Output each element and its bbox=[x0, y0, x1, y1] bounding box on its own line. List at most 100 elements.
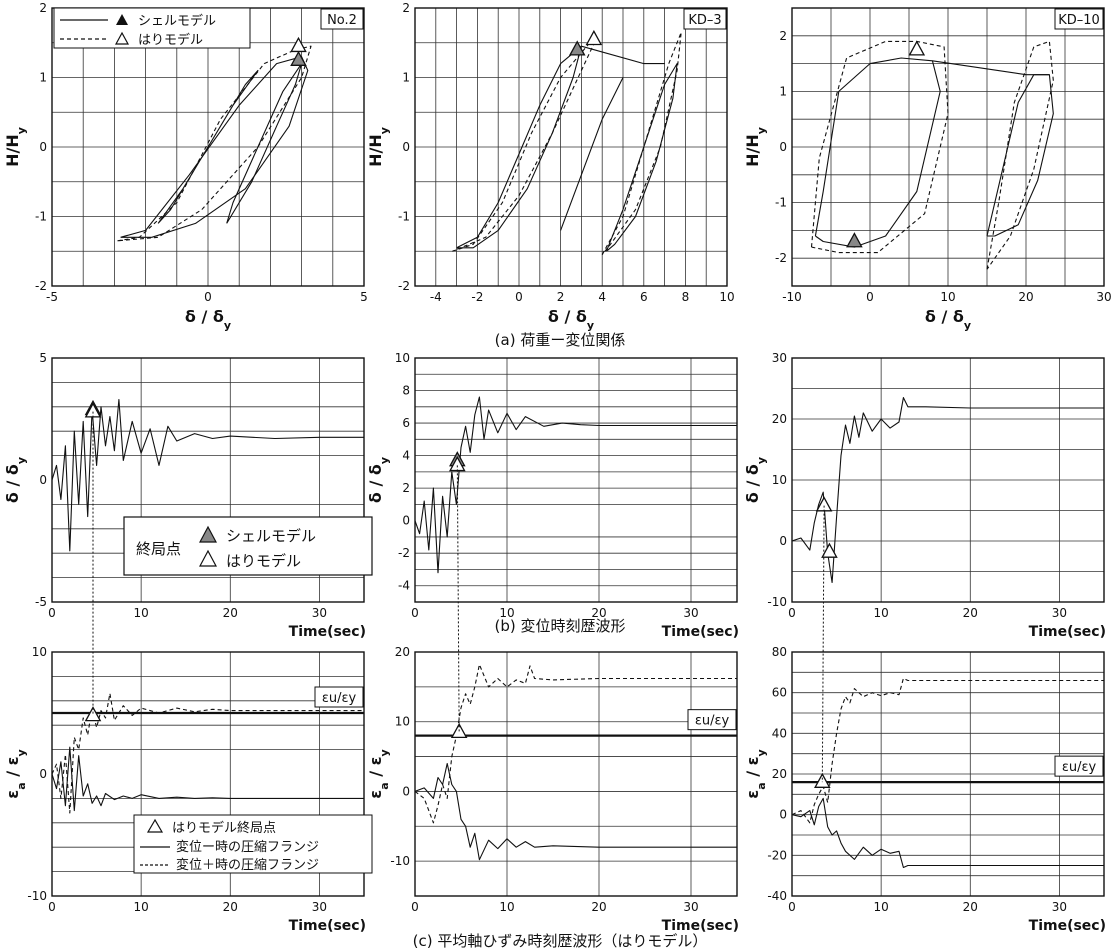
x-tick-label: 30 bbox=[312, 606, 327, 620]
y-tick-label: 2 bbox=[39, 1, 47, 15]
y-axis-label: εa / εy bbox=[743, 749, 768, 798]
series-line-2 bbox=[810, 40, 949, 254]
y-tick-label: -2 bbox=[35, 279, 47, 293]
x-tick-label: 20 bbox=[963, 900, 978, 914]
legend-c-box bbox=[133, 814, 373, 874]
ultimate-point-marker-2 bbox=[585, 29, 603, 46]
x-axis-label: Time(sec) bbox=[289, 624, 366, 640]
legend-a-shell-label: シェルモデル bbox=[138, 13, 216, 29]
x-tick-label: 0 bbox=[788, 606, 796, 620]
x-tick-label: 6 bbox=[640, 290, 648, 304]
series-line-5 bbox=[986, 40, 1054, 270]
y-tick-label: 2 bbox=[402, 1, 410, 15]
series-group bbox=[452, 31, 682, 256]
y-tick-label: 40 bbox=[772, 726, 787, 740]
series-line-4 bbox=[986, 74, 1054, 237]
x-axis-label: Time(sec) bbox=[289, 918, 366, 934]
ultimate-point-marker-1 bbox=[84, 706, 102, 722]
x-tick-label: 30 bbox=[1052, 606, 1067, 620]
y-tick-label: 1 bbox=[402, 71, 410, 85]
series-line-2 bbox=[415, 663, 737, 824]
y-tick-label: 10 bbox=[395, 715, 410, 729]
series-line-1 bbox=[415, 762, 737, 861]
x-tick-label: -10 bbox=[782, 290, 802, 304]
y-tick-label: 0 bbox=[402, 140, 410, 154]
plot-area bbox=[415, 652, 737, 896]
chart-panel-a2: -4 -2 0 2 4 6 8 10 -2 -1 0 1 2 H/Hy δ / δy KD–3 bbox=[366, 1, 735, 332]
y-tick-label: 4 bbox=[402, 449, 410, 463]
legend-b: 終局点 シェルモデル はりモデル bbox=[123, 516, 373, 576]
plot-area bbox=[415, 358, 737, 602]
y-tick-label: -1 bbox=[775, 196, 787, 210]
caption-c: (c) 平均軸ひずみ時刻歴波形（はりモデル） bbox=[413, 932, 708, 950]
y-axis-label: δ / δy bbox=[743, 457, 768, 503]
y-tick-label: 60 bbox=[772, 686, 787, 700]
x-tick-label: 10 bbox=[499, 900, 514, 914]
y-tick-label: 6 bbox=[402, 416, 410, 430]
y-tick-label: 20 bbox=[395, 645, 410, 659]
y-tick-label: 1 bbox=[39, 71, 47, 85]
panel-box-label-frame bbox=[687, 709, 737, 731]
ultimate-point-marker-1 bbox=[290, 50, 307, 66]
series-group bbox=[792, 397, 1104, 584]
series-line-4 bbox=[605, 63, 678, 252]
x-tick-label: 2 bbox=[557, 290, 565, 304]
series-line-6 bbox=[560, 77, 624, 231]
series-line-1 bbox=[415, 396, 737, 574]
series-line-1 bbox=[52, 398, 364, 552]
y-tick-label: 0 bbox=[39, 767, 47, 781]
y-tick-label: -2 bbox=[398, 279, 410, 293]
y-tick-label: 2 bbox=[402, 481, 410, 495]
ultimate-point-marker-1 bbox=[568, 40, 586, 56]
y-tick-label: 10 bbox=[772, 473, 787, 487]
x-axis-label: Time(sec) bbox=[1029, 918, 1106, 934]
legend-b-title: 終局点 bbox=[136, 540, 181, 558]
y-tick-label: -4 bbox=[398, 579, 410, 593]
x-tick-label: -5 bbox=[46, 290, 58, 304]
plot-frame bbox=[791, 651, 1105, 897]
y-tick-label: 0 bbox=[779, 534, 787, 548]
x-axis-label: δ / δy bbox=[185, 307, 231, 332]
x-tick-label: 20 bbox=[591, 606, 606, 620]
y-tick-label: 30 bbox=[772, 351, 787, 365]
legend-c-open-triangle-icon bbox=[146, 818, 164, 833]
series-line-3 bbox=[157, 69, 259, 224]
legend-b-beam-label: はりモデル bbox=[226, 552, 301, 570]
y-tick-label: -2 bbox=[398, 546, 410, 560]
y-axis-label: δ / δy bbox=[3, 457, 28, 503]
series-group bbox=[792, 677, 1104, 869]
legend-b-box bbox=[123, 516, 373, 576]
legend-a: シェルモデル はりモデル bbox=[53, 7, 251, 49]
panel-box-label-frame bbox=[314, 686, 364, 708]
x-tick-label: 0 bbox=[866, 290, 874, 304]
chart-panel-c2: 0 10 20 30 -10 0 10 20 εa / εy Time(sec) εu/εy bbox=[366, 645, 739, 934]
x-axis-label: Time(sec) bbox=[662, 624, 739, 640]
y-tick-label: 20 bbox=[772, 767, 787, 781]
y-axis-label: H/Hy bbox=[366, 127, 391, 167]
x-tick-label: 30 bbox=[312, 900, 327, 914]
legend-a-filled-triangle-icon bbox=[116, 14, 128, 25]
x-tick-label: 0 bbox=[515, 290, 523, 304]
y-axis-label: δ / δy bbox=[366, 457, 391, 503]
panel-box-label: KD–3 bbox=[688, 13, 721, 28]
legend-a-open-triangle-icon bbox=[114, 31, 130, 45]
y-tick-label: -5 bbox=[35, 595, 47, 609]
x-tick-label: 30 bbox=[683, 606, 698, 620]
legend-c-marker-label: はりモデル終局点 bbox=[172, 820, 276, 836]
chart-panel-a1: -5 0 5 -2 -1 0 1 2 H/Hy δ / δy No.2 bbox=[3, 1, 368, 332]
x-tick-label: 0 bbox=[48, 900, 56, 914]
x-tick-label: 0 bbox=[411, 900, 419, 914]
y-axis-label: εa / εy bbox=[3, 749, 28, 798]
plot-frame bbox=[414, 651, 738, 897]
series-line-1 bbox=[52, 746, 364, 812]
x-tick-label: 20 bbox=[223, 900, 238, 914]
x-tick-label: 20 bbox=[963, 606, 978, 620]
legend-b-open-triangle-icon bbox=[199, 549, 217, 567]
legend-c-dashed-label: 変位＋時の圧縮フランジ bbox=[176, 857, 319, 873]
x-tick-label: 0 bbox=[204, 290, 212, 304]
series-line-3 bbox=[581, 45, 665, 65]
y-tick-label: 2 bbox=[779, 29, 787, 43]
connector-line-2 bbox=[456, 465, 460, 733]
x-axis-label: Time(sec) bbox=[662, 918, 739, 934]
